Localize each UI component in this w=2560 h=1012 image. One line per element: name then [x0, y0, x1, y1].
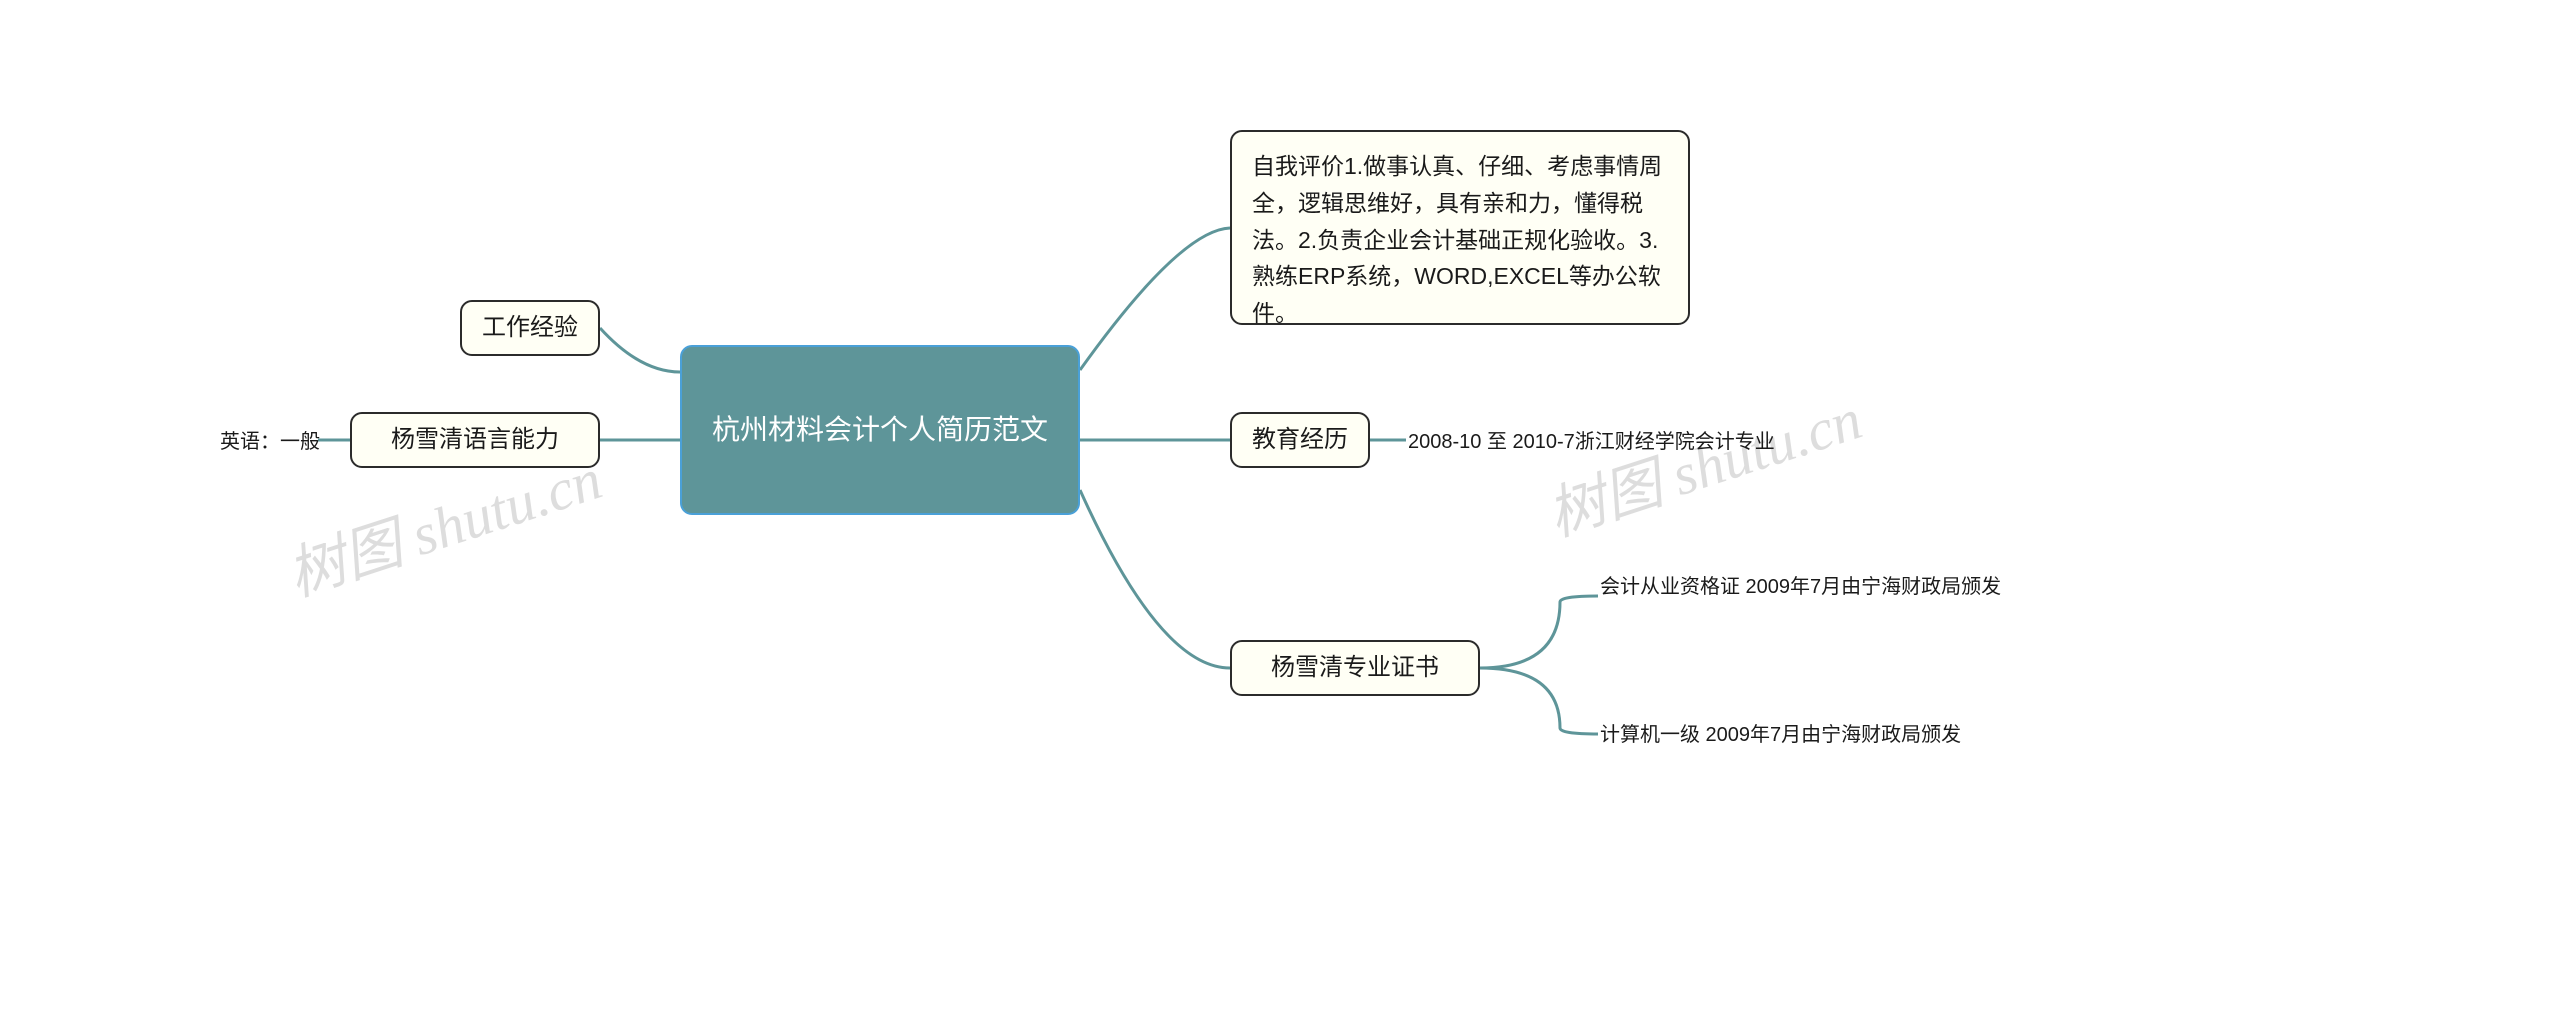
connector-root-to-certificates — [1080, 490, 1230, 668]
branch-self-evaluation[interactable]: 自我评价1.做事认真、仔细、考虑事情周全，逻辑思维好，具有亲和力，懂得税法。2.… — [1230, 130, 1690, 325]
leaf-education-detail: 2008-10 至 2010-7浙江财经学院会计专业 — [1408, 427, 1775, 457]
connector-root-to-self_eval — [1080, 228, 1230, 370]
watermark-2: 树图 shutu.cn — [1535, 372, 1870, 552]
leaf-cert-accounting: 会计从业资格证 2009年7月由宁海财政局颁发 — [1600, 572, 2010, 602]
root-node[interactable]: 杭州材料会计个人简历范文 — [680, 345, 1080, 515]
branch-certificates[interactable]: 杨雪清专业证书 — [1230, 640, 1480, 696]
connector-cert-to-cert1 — [1480, 596, 1598, 668]
branch-education[interactable]: 教育经历 — [1230, 412, 1370, 468]
leaf-cert-computer: 计算机一级 2009年7月由宁海财政局颁发 — [1600, 720, 1961, 750]
connector-cert-to-cert2 — [1480, 668, 1598, 734]
branch-work-experience[interactable]: 工作经验 — [460, 300, 600, 356]
branch-language-ability[interactable]: 杨雪清语言能力 — [350, 412, 600, 468]
connector-root-to-work_exp — [600, 328, 680, 372]
leaf-english-level: 英语：一般 — [220, 427, 320, 457]
